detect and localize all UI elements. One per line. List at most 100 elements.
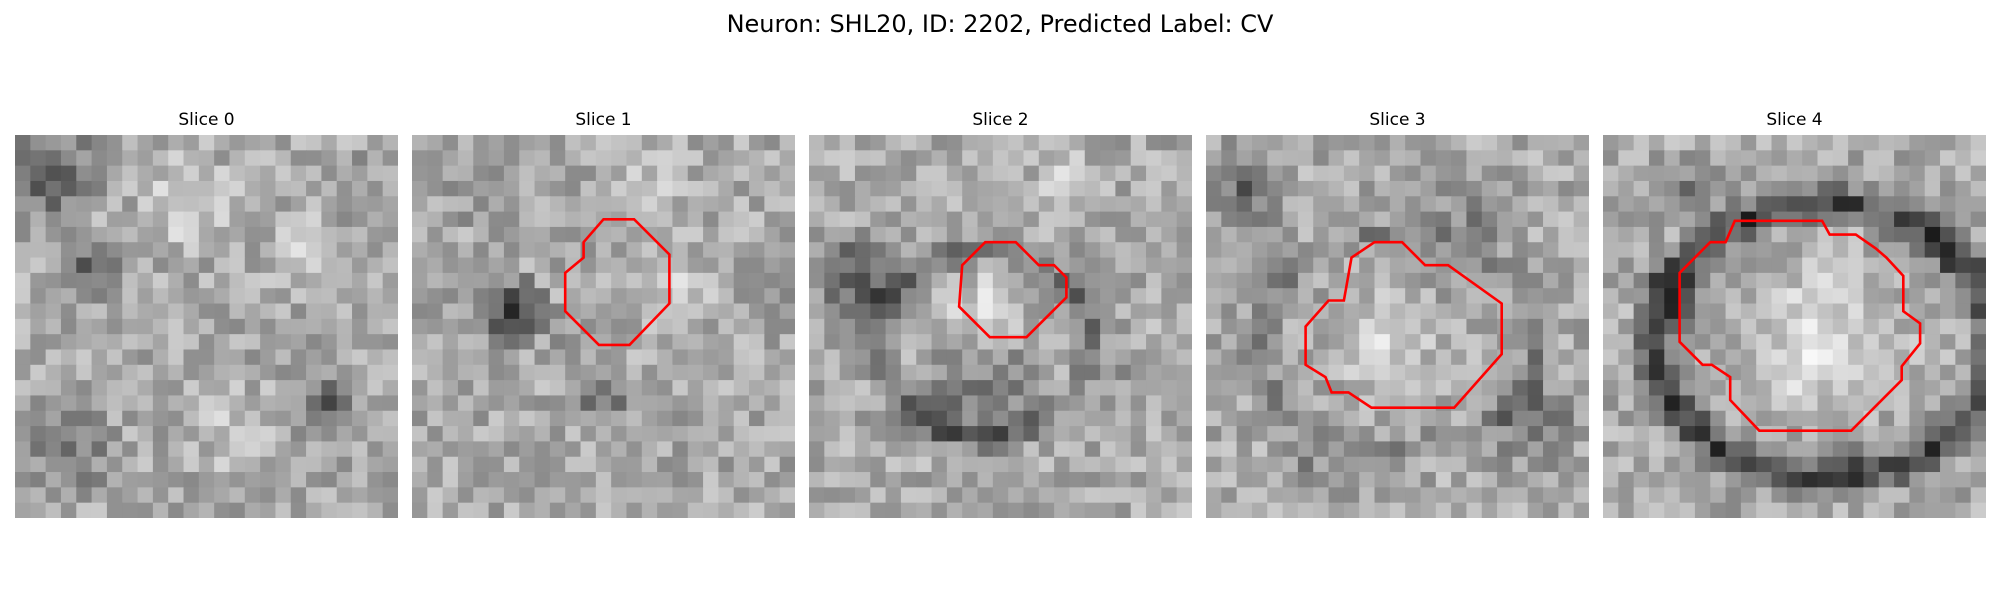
- pixel: [60, 272, 77, 289]
- pixel: [1756, 226, 1773, 243]
- pixel: [1740, 441, 1757, 458]
- pixel: [764, 334, 781, 351]
- pixel: [1481, 426, 1498, 442]
- pixel: [1955, 150, 1972, 167]
- pixel: [885, 364, 902, 381]
- pixel: [1115, 242, 1132, 259]
- pixel: [687, 380, 704, 397]
- pixel: [1084, 395, 1101, 412]
- pixel: [503, 349, 520, 366]
- pixel: [1466, 472, 1483, 488]
- pixel: [45, 135, 62, 151]
- pixel: [1374, 288, 1391, 305]
- pixel: [733, 135, 750, 151]
- pixel: [1130, 165, 1147, 182]
- pixel: [733, 426, 750, 442]
- pixel: [900, 487, 917, 504]
- pixel: [1497, 334, 1513, 351]
- pixel: [1710, 349, 1727, 366]
- pixel: [1710, 487, 1727, 504]
- slice-title: Slice 4: [1766, 110, 1823, 130]
- pixel: [749, 441, 765, 458]
- pixel: [1084, 487, 1101, 504]
- pixel: [1512, 196, 1529, 213]
- pixel: [718, 211, 735, 228]
- pixel: [1527, 334, 1544, 351]
- pixel: [275, 364, 292, 381]
- pixel: [1878, 502, 1895, 518]
- pixel: [1863, 502, 1880, 518]
- pixel: [839, 502, 856, 518]
- pixel: [503, 410, 520, 427]
- pixel: [1466, 426, 1483, 442]
- pixel: [580, 303, 597, 320]
- pixel: [45, 380, 62, 397]
- pixel: [229, 150, 246, 167]
- pixel: [275, 502, 292, 518]
- pixel: [1756, 410, 1773, 427]
- pixel: [611, 318, 628, 335]
- pixel: [1236, 180, 1253, 197]
- pixel: [779, 395, 795, 412]
- pixel: [1481, 303, 1498, 320]
- pixel: [580, 211, 597, 228]
- pixel: [244, 395, 261, 412]
- pixel: [1970, 257, 1986, 274]
- pixel: [306, 180, 322, 197]
- pixel: [1069, 211, 1086, 228]
- pixel: [641, 410, 658, 427]
- pixel: [1740, 135, 1757, 151]
- pixel: [657, 226, 674, 243]
- pixel: [503, 180, 520, 197]
- pixel: [214, 395, 231, 412]
- pixel: [1603, 364, 1619, 381]
- pixel: [931, 303, 948, 320]
- pixel: [931, 395, 948, 412]
- pixel: [1023, 288, 1040, 305]
- pixel: [15, 487, 31, 504]
- pixel: [1512, 487, 1529, 504]
- pixel: [992, 441, 1009, 458]
- pixel: [1038, 502, 1055, 518]
- pixel: [1038, 426, 1055, 442]
- pixel: [1389, 135, 1406, 151]
- pixel: [1633, 410, 1650, 427]
- pixel: [1435, 426, 1452, 442]
- pixel: [1740, 426, 1757, 442]
- pixel: [1008, 272, 1025, 289]
- pixel: [1679, 150, 1696, 167]
- pixel: [1420, 196, 1437, 213]
- pixel: [1970, 150, 1986, 167]
- pixel: [1084, 456, 1101, 473]
- pixel: [1130, 380, 1147, 397]
- pixel: [45, 364, 62, 381]
- pixel: [885, 318, 902, 335]
- pixel: [1848, 334, 1865, 351]
- pixel: [503, 426, 520, 442]
- pixel: [321, 150, 338, 167]
- pixel: [1848, 456, 1865, 473]
- pixel: [1512, 257, 1529, 274]
- pixel: [15, 502, 31, 518]
- pixel: [106, 242, 123, 259]
- pixel: [15, 135, 31, 151]
- pixel: [122, 318, 139, 335]
- pixel: [1008, 364, 1025, 381]
- pixel: [1176, 334, 1192, 351]
- pixel: [1894, 150, 1910, 167]
- pixel: [1466, 395, 1483, 412]
- pixel: [183, 487, 200, 504]
- pixel: [137, 288, 154, 305]
- pixel: [977, 380, 994, 397]
- pixel: [1282, 288, 1299, 305]
- pixel: [306, 272, 322, 289]
- pixel: [1359, 487, 1376, 504]
- pixel: [1405, 441, 1422, 458]
- pixel: [1435, 441, 1452, 458]
- pixel: [1435, 318, 1452, 335]
- pixel: [1512, 318, 1529, 335]
- pixel: [122, 272, 139, 289]
- pixel: [1633, 318, 1650, 335]
- pixel: [854, 380, 871, 397]
- pixel: [1176, 349, 1192, 366]
